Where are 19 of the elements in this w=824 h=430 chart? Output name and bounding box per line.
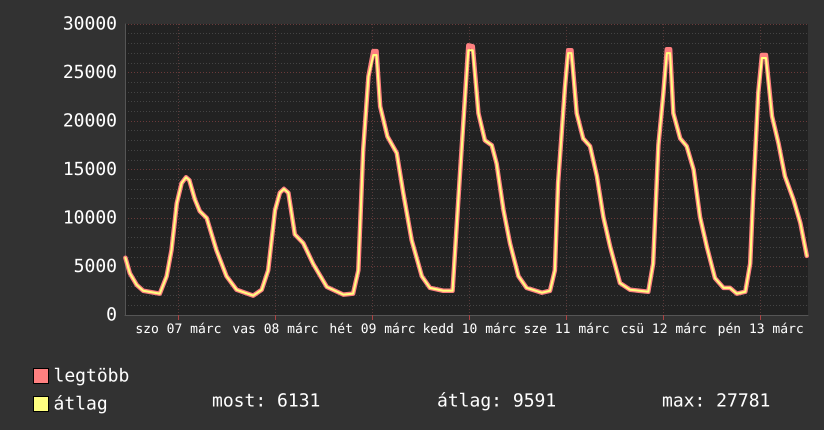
y-tick-label: 0: [106, 304, 117, 326]
legend-label: legtöbb: [54, 366, 130, 386]
y-tick-label: 10000: [62, 208, 117, 228]
y-tick-label: 25000: [62, 62, 117, 83]
x-tick-label: csü 12 márc: [620, 322, 707, 337]
x-tick-label: kedd 10 márc: [422, 322, 516, 337]
y-tick-label: 30000: [62, 14, 117, 34]
legend-label: átlag: [54, 394, 108, 414]
x-tick-label: hét 09 márc: [329, 322, 416, 337]
y-tick-label: 5000: [74, 256, 117, 277]
x-tick-label: pén 13 márc: [718, 322, 804, 337]
y-tick-label: 20000: [62, 110, 117, 132]
x-tick-label: szo 07 márc: [135, 322, 222, 337]
text: most: 6131: [212, 390, 320, 412]
text: átlag: 9591: [437, 390, 556, 412]
y-tick-label: 15000: [62, 159, 117, 180]
x-tick-label: sze 11 márc: [524, 322, 610, 337]
text: max: 27781: [662, 390, 770, 412]
x-tick-label: vas 08 márc: [232, 322, 318, 337]
